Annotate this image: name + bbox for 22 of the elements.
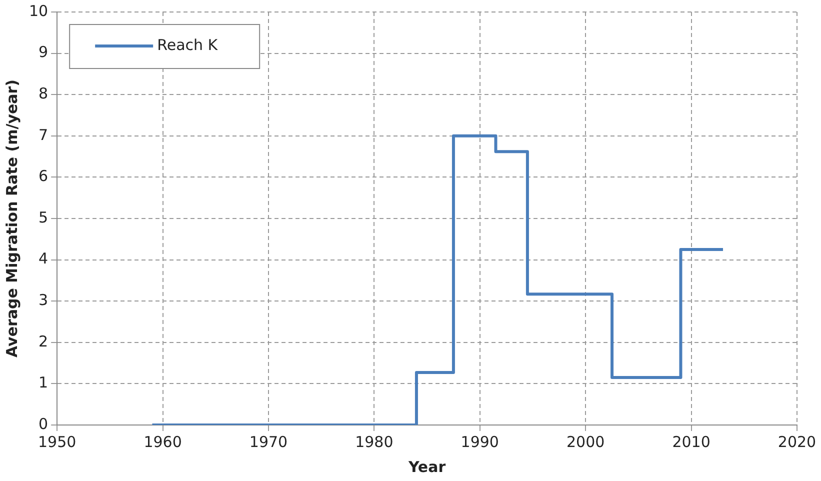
y-tick-label: 4 (38, 250, 48, 268)
x-tick-label: 1950 (38, 432, 76, 451)
y-tick-label: 5 (38, 208, 48, 226)
x-tick-label: 1960 (144, 432, 182, 451)
x-tick-label: 2000 (566, 432, 605, 451)
x-tick-label: 1990 (460, 432, 499, 451)
y-tick-label: 3 (38, 290, 48, 309)
y-tick-label: 10 (28, 2, 48, 20)
y-tick-label: 8 (38, 84, 48, 102)
y-tick-label: 9 (38, 43, 48, 62)
y-tick-label: 2 (38, 332, 48, 350)
x-tick-label: 1970 (249, 432, 288, 451)
legend-label: Reach K (157, 36, 219, 54)
x-tick-label: 2020 (778, 432, 816, 451)
y-tick-label: 0 (38, 414, 48, 433)
x-tick-label: 1980 (355, 432, 394, 451)
x-tick-label: 2010 (672, 432, 710, 451)
y-tick-label: 1 (38, 374, 48, 392)
y-tick-label: 7 (38, 126, 48, 144)
y-tick-label: 6 (38, 167, 48, 186)
x-axis-title: Year (407, 458, 446, 476)
y-axis-title: Average Migration Rate (m/year) (2, 79, 21, 358)
